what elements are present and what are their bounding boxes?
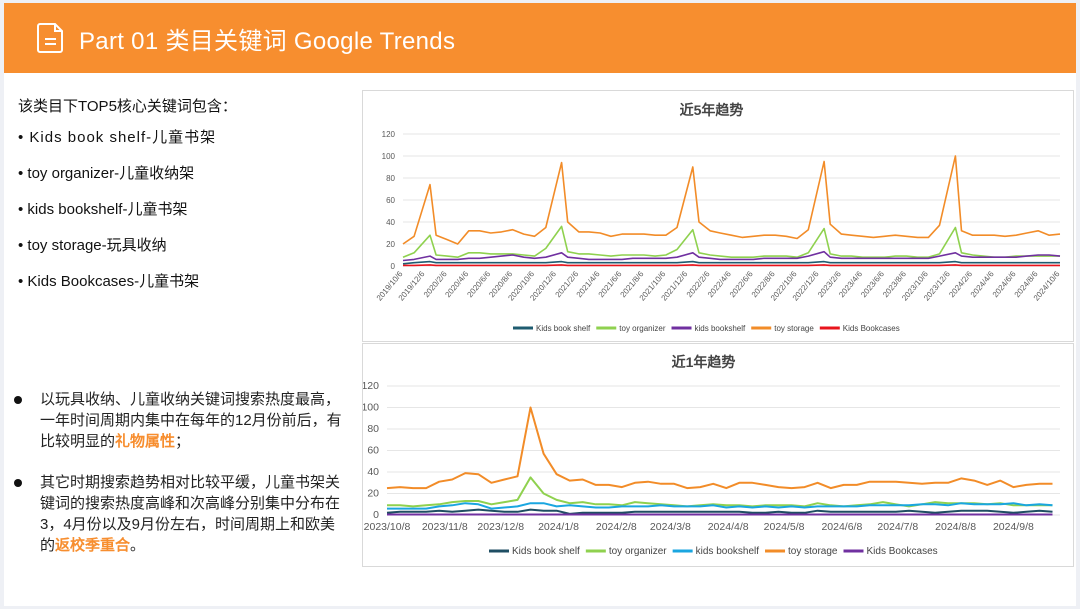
keyword-item: • toy organizer-儿童收纳架	[18, 165, 195, 182]
legend-label: Kids Bookcases	[843, 324, 900, 333]
y-tick-label: 100	[382, 152, 396, 161]
slide: Part 01 类目关键词 Google Trends 该类目下TOP5核心关键…	[4, 3, 1076, 606]
keyword-item: • Kids Bookcases-儿童书架	[18, 273, 200, 290]
y-tick-label: 80	[367, 423, 379, 435]
series-line-kids-book-shelf	[402, 260, 1060, 265]
chart-title: 近5年趋势	[680, 102, 744, 118]
y-tick-label: 20	[386, 240, 395, 249]
x-tick-label: 2024/6/8	[821, 521, 862, 533]
x-tick-label: 2024/5/8	[764, 521, 805, 533]
chart-title: 近1年趋势	[672, 354, 736, 370]
chart-5-year-svg: 近5年趋势0204060801001202019/10/62019/12/620…	[375, 102, 1062, 333]
note-text: 以玩具收纳、儿童收纳关键词搜索热度最高，一年时间周期内集中在每年的12月份前后，…	[40, 391, 342, 450]
chart-1-year-svg: 近1年趋势 0 20 40 60 80 100 120 2023/10/8 2023/11/8 20…	[361, 354, 1060, 557]
keyword-item: • toy storage-玩具收纳	[18, 237, 167, 254]
y-tick-label: 120	[382, 130, 396, 139]
keyword-item: • Kids book shelf-儿童书架	[18, 129, 217, 146]
series-line-kids-bookcases	[403, 264, 1060, 267]
series-line-kids-bookshelf	[402, 250, 1061, 262]
y-tick-label: 100	[363, 402, 379, 414]
series-line-toy-organizer	[402, 225, 1060, 258]
note-tail: ；	[175, 433, 191, 450]
x-tick-label: 2024/7/8	[877, 521, 918, 533]
document-icon	[37, 23, 63, 53]
legend-label: Kids Bookcases	[867, 546, 938, 557]
keyword-item: • kids bookshelf-儿童书架	[18, 201, 188, 218]
keyword-list: 该类目下TOP5核心关键词包含： • Kids book shelf-儿童书架 …	[18, 95, 358, 308]
legend-label: Kids book shelf	[536, 324, 591, 333]
series-line-toy-storage	[386, 406, 1053, 490]
legend-label: toy organizer	[609, 546, 667, 557]
x-tick-label: 2023/10/8	[364, 521, 411, 533]
note-highlight: 礼物属性	[115, 433, 176, 450]
x-tick-label: 2023/12/8	[477, 521, 524, 533]
legend-label: toy storage	[788, 546, 838, 557]
legend-label: toy storage	[774, 324, 814, 333]
x-tick-label: 2024/4/8	[708, 521, 749, 533]
series-line-toy-storage	[402, 155, 1061, 245]
y-tick-label: 0	[373, 509, 379, 521]
page-title: Part 01 类目关键词 Google Trends	[79, 27, 456, 55]
note-body: 以玩具收纳、儿童收纳关键词搜索热度最高，一年时间周期内集中在每年的12月份前后，…	[40, 389, 344, 452]
y-tick-label: 60	[386, 196, 395, 205]
y-tick-label: 40	[367, 466, 379, 478]
header-bar: Part 01 类目关键词 Google Trends	[4, 3, 1076, 73]
series-line-kids-bookshelf	[387, 502, 1053, 510]
chart-1-year-trend: 近1年趋势 0 20 40 60 80 100 120 2023/10/8 2023/11/8 20…	[361, 343, 1074, 567]
insight-note: 以玩具收纳、儿童收纳关键词搜索热度最高，一年时间周期内集中在每年的12月份前后，…	[12, 389, 344, 452]
series-line-toy-organizer	[387, 476, 1053, 508]
series-line-kids-book-shelf	[386, 508, 1053, 515]
insight-note: 其它时期搜索趋势相对比较平缓，儿童书架关键词的搜索热度高峰和次高峰分别集中分布在…	[12, 472, 344, 556]
bullet-icon	[14, 479, 22, 487]
y-tick-label: 60	[367, 445, 379, 457]
y-tick-label: 0	[391, 262, 396, 271]
y-tick-label: 80	[386, 174, 395, 183]
legend-label: Kids book shelf	[512, 546, 580, 557]
legend-label: kids bookshelf	[695, 324, 746, 333]
x-tick-label: 2024/9/8	[993, 521, 1034, 533]
y-tick-label: 120	[363, 380, 379, 392]
note-highlight: 返校季重合	[55, 537, 131, 554]
bullet-icon	[14, 396, 22, 404]
y-tick-label: 20	[367, 488, 379, 500]
chart-5-year-trend: 近5年趋势 0 20 40 60 80 100 120 2019/10/6 2019/12/6 20…	[362, 90, 1074, 342]
note-text: 其它时期搜索趋势相对比较平缓，儿童书架关键词的搜索热度高峰和次高峰分别集中分布在…	[40, 474, 341, 554]
legend-label: toy organizer	[619, 324, 666, 333]
note-body: 其它时期搜索趋势相对比较平缓，儿童书架关键词的搜索热度高峰和次高峰分别集中分布在…	[40, 472, 344, 556]
legend-label: kids bookshelf	[696, 546, 760, 557]
keyword-intro: 该类目下TOP5核心关键词包含：	[18, 98, 237, 115]
x-tick-label: 2023/11/8	[422, 521, 468, 533]
x-tick-label: 2024/2/8	[596, 521, 637, 533]
x-tick-label: 2024/8/8	[935, 521, 976, 533]
insight-notes: 以玩具收纳、儿童收纳关键词搜索热度最高，一年时间周期内集中在每年的12月份前后，…	[12, 389, 344, 576]
note-tail: 。	[130, 537, 146, 554]
y-tick-label: 40	[386, 218, 395, 227]
x-tick-label: 2024/1/8	[538, 521, 579, 533]
x-tick-label: 2024/3/8	[650, 521, 691, 533]
